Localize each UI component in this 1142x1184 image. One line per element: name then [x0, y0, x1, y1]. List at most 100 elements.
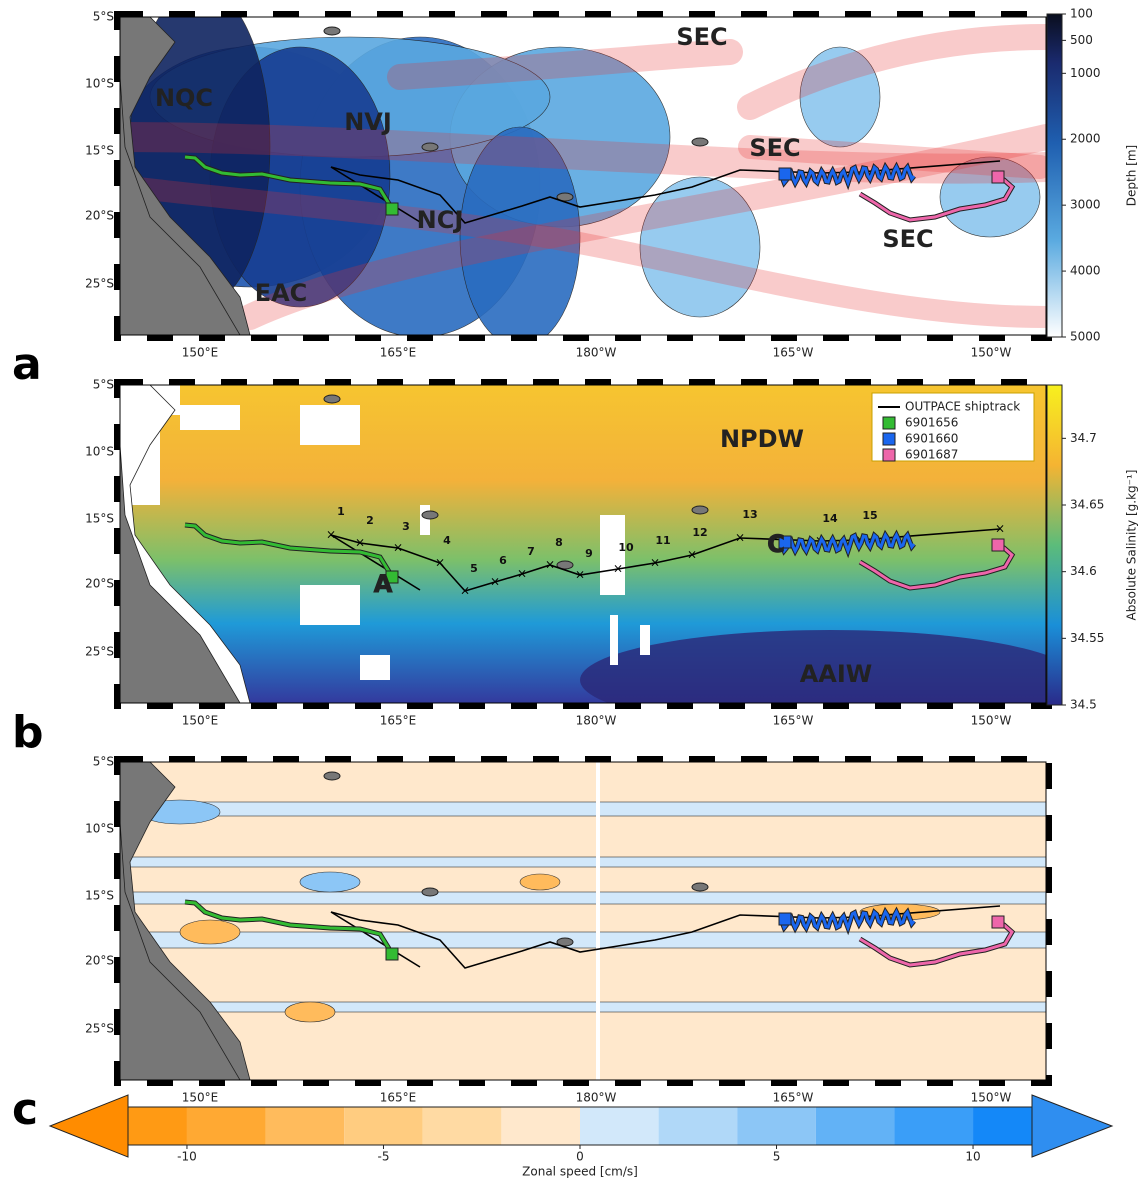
lat-label: 25°S	[85, 1022, 114, 1036]
island	[691, 882, 709, 892]
lat-label: 10°S	[85, 445, 114, 459]
float-track	[780, 163, 916, 188]
colorbar-tick-label: 5	[773, 1150, 781, 1164]
island	[691, 505, 709, 515]
no-data	[610, 615, 618, 665]
station-number: 5	[470, 562, 478, 575]
water-mass-label: NPDW	[720, 425, 804, 453]
station-cross: ×	[490, 575, 500, 589]
map-panel: ×× ××××××× × ××× × ××5°S10°S15°S20°S25°S150°E…	[12, 378, 1052, 758]
no-data	[600, 515, 625, 595]
lon-label: 165°W	[773, 714, 814, 728]
current-label: EAC	[255, 279, 308, 307]
station-cross: ×	[517, 567, 527, 581]
lon-label: 165°E	[380, 1091, 417, 1105]
colorbar-tick-label: 34.5	[1070, 698, 1097, 712]
water-mass-label: C	[767, 530, 785, 558]
colorbar-tick-label: 10	[965, 1150, 980, 1164]
station-cross: ×	[435, 556, 445, 570]
colorbar-tick-label: 100	[1070, 7, 1093, 21]
colorbar-bin	[422, 1107, 502, 1145]
lat-label: 5°S	[93, 755, 114, 769]
colorbar-bin	[265, 1107, 345, 1145]
water-mass-label: AAIW	[800, 660, 873, 688]
float-track	[780, 531, 916, 556]
current-arrow	[387, 39, 743, 90]
station-number: 2	[366, 514, 374, 527]
no-data	[420, 505, 430, 535]
speed-band	[120, 891, 1046, 905]
lon-label: 150°E	[182, 346, 219, 360]
lon-label: 150°E	[182, 1091, 219, 1105]
current-label: SEC	[676, 23, 727, 51]
island	[323, 26, 341, 36]
float-track	[184, 523, 394, 578]
land	[120, 444, 241, 703]
station-number: 3	[402, 520, 410, 533]
island	[556, 560, 574, 570]
colorbar-tick-label: -10	[177, 1150, 197, 1164]
station-number: 4	[443, 534, 451, 547]
current-arrow	[120, 176, 1046, 328]
float-track	[859, 175, 1014, 222]
current-arrow	[738, 135, 1046, 179]
lon-label: 165°W	[773, 1091, 814, 1105]
colorbar-bin	[658, 1107, 738, 1145]
station-number: 10	[618, 541, 634, 554]
lon-label: 150°W	[971, 714, 1012, 728]
legend-swatch	[882, 416, 896, 430]
lat-label: 10°S	[85, 822, 114, 836]
shiptrack	[330, 534, 421, 591]
speed-band	[120, 801, 1046, 817]
legend-label: OUTPACE shiptrack	[905, 400, 1020, 414]
no-data	[596, 762, 600, 1080]
lat-label: 10°S	[85, 77, 114, 91]
lon-label: 180°W	[576, 1091, 617, 1105]
lat-label: 20°S	[85, 577, 114, 591]
bathymetry	[639, 176, 761, 318]
colorbar-label: Zonal speed [cm/s]	[522, 1165, 638, 1179]
panel-letter: a	[12, 339, 42, 390]
colorbar-tick-label: 0	[576, 1150, 584, 1164]
panel-letter: b	[12, 707, 44, 758]
lat-label: 15°S	[85, 889, 114, 903]
island	[556, 937, 574, 947]
no-data	[300, 585, 360, 625]
current-label: SEC	[749, 134, 800, 162]
station-cross: ×	[687, 548, 697, 562]
lon-label: 165°E	[380, 346, 417, 360]
current-label: SEC	[882, 225, 933, 253]
colorbar-bin	[501, 1107, 580, 1145]
station-number: 15	[862, 509, 877, 522]
island	[691, 137, 709, 147]
lat-label: 15°S	[85, 144, 114, 158]
legend-box	[871, 392, 1035, 462]
lon-label: 165°W	[773, 346, 814, 360]
island	[421, 510, 439, 520]
colorbar-bin	[737, 1107, 816, 1145]
colorbar-tick-label: 5000	[1070, 330, 1101, 344]
colorbar-bin	[580, 1107, 659, 1145]
colorbar-tick-label: 2000	[1070, 132, 1101, 146]
island	[421, 142, 439, 152]
current-label: NQC	[155, 84, 213, 112]
lat-label: 20°S	[85, 209, 114, 223]
station-number: 9	[585, 547, 593, 560]
no-data	[180, 405, 240, 430]
float-track	[184, 900, 394, 955]
current-label: NCJ	[417, 206, 464, 234]
colorbar-tick-label: 34.6	[1070, 564, 1097, 578]
island	[323, 394, 341, 404]
colorbar-tick-label: 4000	[1070, 264, 1101, 278]
current-arrow	[737, 24, 1046, 120]
colorbar-tick-label: 34.7	[1070, 431, 1097, 445]
station-cross: ×	[460, 584, 470, 598]
lon-label: 150°W	[971, 346, 1012, 360]
island	[556, 192, 574, 202]
colorbar-tick-label: -5	[377, 1150, 389, 1164]
colorbar-bin	[815, 1107, 895, 1145]
colorbar-tick-label: 3000	[1070, 198, 1101, 212]
float-end	[385, 202, 399, 216]
float-end	[778, 535, 792, 549]
